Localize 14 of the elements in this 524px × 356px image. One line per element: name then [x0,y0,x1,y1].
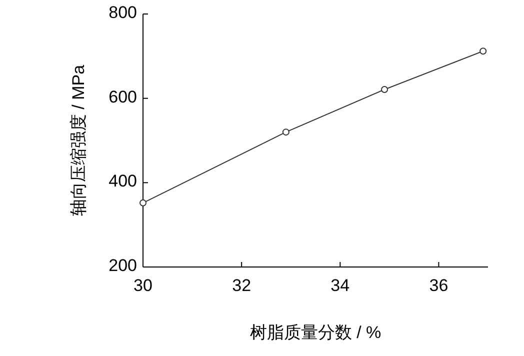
y-tick-label: 400 [108,172,137,191]
point [480,48,487,55]
y-axis-title: 轴向压缩强度 / MPa [69,64,88,216]
x-tick-label: 32 [232,276,252,295]
point [381,86,388,93]
y-tick-label: 800 [108,3,137,22]
y-tick-label: 600 [108,87,137,106]
x-tick-label: 36 [429,276,448,295]
point [282,128,290,136]
x-axis-title: 树脂质量分数 / % [250,323,382,342]
y-tick-label: 200 [108,256,137,275]
point [140,199,146,206]
x-tick-label: 34 [330,276,350,295]
x-tick-label: 30 [134,276,152,295]
